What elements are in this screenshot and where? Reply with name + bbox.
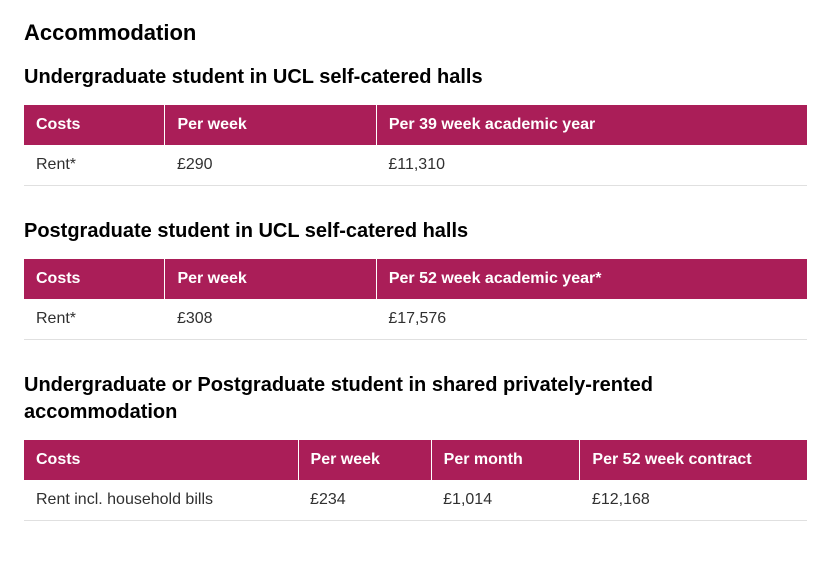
- table-row: Rent* £290 £11,310: [24, 145, 807, 186]
- column-header-per-contract: Per 52 week contract: [580, 440, 807, 480]
- cell-per-month-value: £1,014: [431, 480, 580, 521]
- cell-cost-label: Rent*: [24, 299, 165, 340]
- column-header-per-year: Per 52 week academic year*: [376, 259, 807, 299]
- cost-table-postgrad: Costs Per week Per 52 week academic year…: [24, 259, 807, 340]
- column-header-per-week: Per week: [165, 105, 376, 145]
- table-row: Rent incl. household bills £234 £1,014 £…: [24, 480, 807, 521]
- page-title: Accommodation: [24, 20, 807, 46]
- table-header-row: Costs Per week Per 39 week academic year: [24, 105, 807, 145]
- cost-table-undergrad: Costs Per week Per 39 week academic year…: [24, 105, 807, 186]
- cell-per-week-value: £308: [165, 299, 376, 340]
- section-heading: Undergraduate or Postgraduate student in…: [24, 372, 807, 426]
- column-header-per-year: Per 39 week academic year: [376, 105, 807, 145]
- table-header-row: Costs Per week Per 52 week academic year…: [24, 259, 807, 299]
- section-heading: Postgraduate student in UCL self-catered…: [24, 218, 807, 245]
- table-row: Rent* £308 £17,576: [24, 299, 807, 340]
- section-private-rented: Undergraduate or Postgraduate student in…: [24, 372, 807, 521]
- cell-per-week-value: £290: [165, 145, 376, 186]
- cell-cost-label: Rent*: [24, 145, 165, 186]
- cost-table-private: Costs Per week Per month Per 52 week con…: [24, 440, 807, 521]
- column-header-per-month: Per month: [431, 440, 580, 480]
- column-header-costs: Costs: [24, 259, 165, 299]
- column-header-per-week: Per week: [298, 440, 431, 480]
- section-heading: Undergraduate student in UCL self-catere…: [24, 64, 807, 91]
- section-undergrad-halls: Undergraduate student in UCL self-catere…: [24, 64, 807, 186]
- column-header-per-week: Per week: [165, 259, 376, 299]
- cell-per-year-value: £17,576: [376, 299, 807, 340]
- cell-per-year-value: £11,310: [376, 145, 807, 186]
- column-header-costs: Costs: [24, 105, 165, 145]
- cell-per-contract-value: £12,168: [580, 480, 807, 521]
- table-header-row: Costs Per week Per month Per 52 week con…: [24, 440, 807, 480]
- cell-cost-label: Rent incl. household bills: [24, 480, 298, 521]
- cell-per-week-value: £234: [298, 480, 431, 521]
- column-header-costs: Costs: [24, 440, 298, 480]
- section-postgrad-halls: Postgraduate student in UCL self-catered…: [24, 218, 807, 340]
